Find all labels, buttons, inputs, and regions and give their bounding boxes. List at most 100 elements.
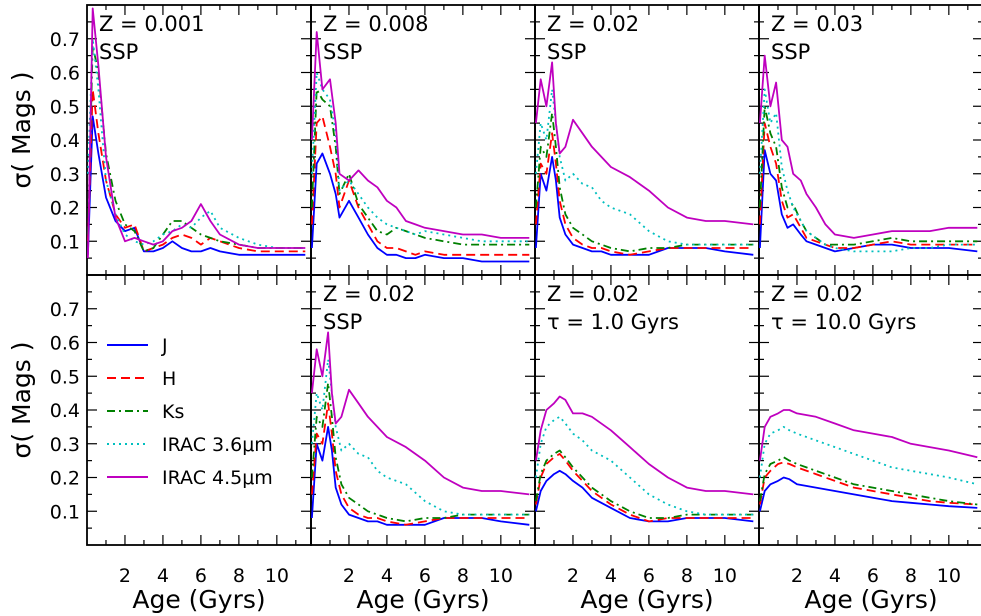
- x-tick-label: 10: [713, 565, 737, 587]
- y-tick-label: 0.3: [50, 434, 80, 456]
- series-line-h: [759, 122, 978, 249]
- legend-label: H: [162, 368, 176, 390]
- x-tick-label: 10: [265, 565, 289, 587]
- x-tick-label: 6: [419, 565, 431, 587]
- series-line-irac-3-6-m: [87, 37, 306, 249]
- panel-annotation: Z = 0.02 τ = 1.0 Gyrs: [547, 282, 679, 334]
- chart-panel-0: [87, 7, 306, 259]
- x-tick-label: 2: [343, 565, 355, 587]
- annotation-line: Z = 0.008: [323, 12, 428, 36]
- series-line-j: [87, 115, 306, 256]
- annotation-line: Z = 0.02: [547, 282, 639, 306]
- x-axis-label: Age (Gyrs): [356, 585, 489, 614]
- series-line-irac-3-6-m: [311, 71, 530, 243]
- series-line-j: [311, 152, 530, 263]
- x-tick-label: 2: [567, 565, 579, 587]
- series-line-irac-3-6-m: [759, 88, 978, 253]
- y-tick-label: 0.1: [50, 231, 80, 253]
- series-line-j: [759, 149, 978, 253]
- x-tick-label: 4: [605, 565, 617, 587]
- legend-label: IRAC 3.6μm: [162, 434, 273, 456]
- annotation-line: SSP: [547, 40, 586, 64]
- y-tick-label: 0.2: [50, 198, 80, 220]
- series-line-j: [535, 469, 754, 523]
- series-line-irac-4-5-m: [759, 54, 978, 239]
- x-tick-label: 10: [489, 565, 513, 587]
- annotation-line: Z = 0.02: [771, 282, 863, 306]
- x-tick-label: 6: [643, 565, 655, 587]
- y-tick-label: 0.7: [50, 299, 80, 321]
- annotation-line: SSP: [771, 40, 810, 64]
- annotation-line: Z = 0.02: [547, 12, 639, 36]
- x-axis-label: Age (Gyrs): [132, 585, 265, 614]
- series-line-h: [87, 88, 306, 253]
- x-tick-label: 6: [867, 565, 879, 587]
- annotation-line: SSP: [99, 40, 138, 64]
- y-axis-label: σ( Mags ): [7, 341, 36, 458]
- panel-annotation: Z = 0.001 SSP: [99, 12, 204, 64]
- chart-panel-4: [311, 331, 530, 526]
- y-tick-label: 0.3: [50, 164, 80, 186]
- series-line-ks: [759, 456, 978, 506]
- series-line-irac-4-5-m: [759, 409, 978, 461]
- legend-label: IRAC 4.5μm: [162, 467, 273, 489]
- x-axis-label: Age (Gyrs): [804, 585, 937, 614]
- series-line-h: [759, 461, 978, 506]
- y-tick-label: 0.7: [50, 29, 80, 51]
- series-line-irac-4-5-m: [535, 395, 754, 496]
- series-line-h: [535, 132, 754, 256]
- x-tick-label: 2: [119, 565, 131, 587]
- x-tick-label: 2: [791, 565, 803, 587]
- y-tick-label: 0.4: [50, 130, 80, 152]
- y-tick-label: 0.5: [50, 366, 80, 388]
- legend-label: Ks: [162, 401, 184, 423]
- legend-item: IRAC 3.6μm: [107, 434, 273, 456]
- annotation-line: SSP: [323, 40, 362, 64]
- x-tick-label: 8: [457, 565, 469, 587]
- legend: JH Ks IRAC 3.6μm IRAC 4.5μm: [107, 335, 273, 489]
- chart-panel-6: [759, 409, 978, 512]
- series-line-irac-3-6-m: [535, 88, 754, 246]
- series-line-irac-3-6-m: [535, 415, 754, 516]
- panel-annotation: Z = 0.008 SSP: [323, 12, 428, 64]
- x-tick-label: 8: [905, 565, 917, 587]
- annotation-line: SSP: [323, 310, 362, 334]
- y-axis-label: σ( Mags ): [7, 71, 36, 188]
- panel-annotation: Z = 0.02 SSP: [323, 282, 415, 334]
- x-tick-label: 4: [157, 565, 169, 587]
- series-line-ks: [535, 449, 754, 519]
- series-line-h: [311, 402, 530, 526]
- panel-1-2: [534, 274, 760, 546]
- x-tick-label: 6: [195, 565, 207, 587]
- x-tick-label: 4: [381, 565, 393, 587]
- panel-annotation: Z = 0.02 τ = 10.0 Gyrs: [771, 282, 916, 334]
- legend-item: J: [107, 335, 168, 357]
- series-line-j: [311, 425, 530, 526]
- series-line-h: [535, 452, 754, 523]
- chart-panel-2: [535, 61, 754, 256]
- chart-panel-5: [535, 395, 754, 523]
- annotation-line: Z = 0.03: [771, 12, 863, 36]
- y-tick-label: 0.1: [50, 501, 80, 523]
- chart-panel-3: [759, 54, 978, 253]
- panel-frame: [758, 274, 981, 546]
- series-line-j: [535, 155, 754, 256]
- x-axis-label: Age (Gyrs): [580, 585, 713, 614]
- legend-label: J: [161, 335, 168, 357]
- legend-item: IRAC 4.5μm: [107, 467, 273, 489]
- chart-panel-1: [311, 31, 530, 263]
- y-tick-label: 0.2: [50, 468, 80, 490]
- series-line-irac-4-5-m: [311, 331, 530, 496]
- annotation-line: Z = 0.001: [99, 12, 204, 36]
- series-line-ks: [311, 88, 530, 246]
- series-line-irac-4-5-m: [87, 7, 306, 259]
- series-line-h: [311, 115, 530, 256]
- y-tick-label: 0.4: [50, 400, 80, 422]
- legend-item: H: [107, 368, 176, 390]
- series-line-irac-4-5-m: [535, 61, 754, 226]
- x-tick-label: 8: [233, 565, 245, 587]
- series-line-irac-3-6-m: [759, 425, 978, 486]
